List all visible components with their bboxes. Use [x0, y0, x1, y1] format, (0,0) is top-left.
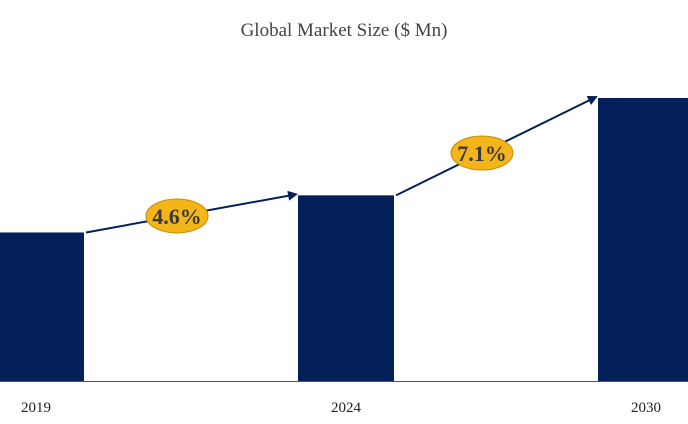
growth-arrows-layer: 4.6% 7.1% — [85, 96, 598, 234]
cagr-badge-1 — [145, 198, 209, 234]
x-tick-label-2024: 2024 — [331, 400, 362, 416]
x-tick-label-2030: 2030 — [631, 400, 661, 416]
bars-layer — [0, 98, 688, 381]
bar-2030 — [598, 98, 688, 381]
x-tick-labels: 2019 2024 2030 — [21, 400, 661, 416]
bar-2019 — [0, 232, 84, 381]
cagr-label-1: 4.6% — [152, 204, 202, 229]
x-tick-label-2019: 2019 — [21, 400, 51, 416]
chart-title: Global Market Size ($ Mn) — [241, 20, 448, 41]
cagr-label-2: 7.1% — [457, 141, 507, 166]
bar-2024 — [298, 195, 394, 381]
cagr-badge-2 — [450, 135, 514, 171]
